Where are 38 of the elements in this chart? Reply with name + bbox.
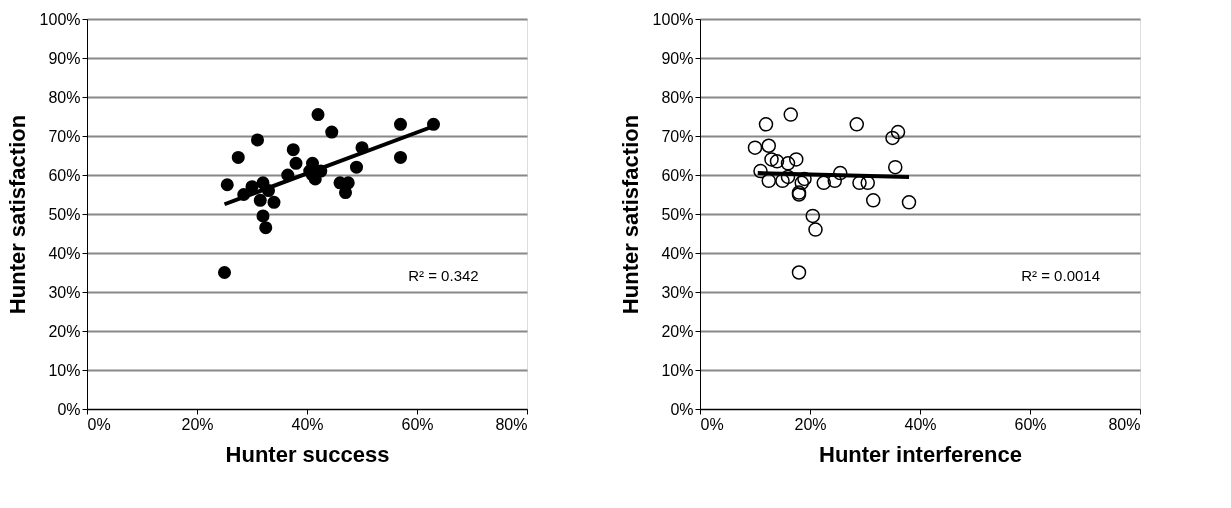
x-tick-label: 40% <box>291 415 324 433</box>
y-tick-label: 100% <box>652 10 694 28</box>
x-tick-label: 60% <box>1014 415 1047 433</box>
y-tick-label: 30% <box>48 283 81 301</box>
y-tick-label: 100% <box>39 10 81 28</box>
y-tick-label: 90% <box>48 49 81 67</box>
x-tick-label: 20% <box>794 415 827 433</box>
y-tick-label: 80% <box>661 88 694 106</box>
x-tick-label: 80% <box>495 415 528 433</box>
y-tick-label: 90% <box>661 49 694 67</box>
y-tick-label: 0% <box>670 400 694 418</box>
x-tick-label: 0% <box>700 415 724 433</box>
y-tick-label: 40% <box>48 244 81 262</box>
y-tick-label: 50% <box>661 205 694 223</box>
x-tick-label: 20% <box>181 415 214 433</box>
y-tick-label: 0% <box>57 400 81 418</box>
x-axis-title: Hunter success <box>225 441 390 467</box>
y-axis-title: Hunter satisfaction <box>4 114 30 315</box>
annotation: R² = 0.342 <box>408 267 479 285</box>
y-tick-label: 10% <box>661 361 694 379</box>
y-tick-label: 60% <box>48 166 81 184</box>
y-tick-label: 40% <box>661 244 694 262</box>
x-tick-label: 0% <box>87 415 111 433</box>
x-tick-label: 40% <box>904 415 937 433</box>
x-tick-label: 80% <box>1108 415 1141 433</box>
y-tick-label: 20% <box>661 322 694 340</box>
y-tick-label: 80% <box>48 88 81 106</box>
y-tick-label: 20% <box>48 322 81 340</box>
y-tick-label: 10% <box>48 361 81 379</box>
y-tick-label: 50% <box>48 205 81 223</box>
y-tick-label: 30% <box>661 283 694 301</box>
y-axis-title: Hunter satisfaction <box>617 114 643 315</box>
y-tick-label: 70% <box>661 127 694 145</box>
y-tick-label: 70% <box>48 127 81 145</box>
x-axis-title: Hunter interference <box>819 441 1022 467</box>
x-tick-label: 60% <box>401 415 434 433</box>
annotation: R² = 0.0014 <box>1021 267 1101 285</box>
y-tick-label: 60% <box>661 166 694 184</box>
